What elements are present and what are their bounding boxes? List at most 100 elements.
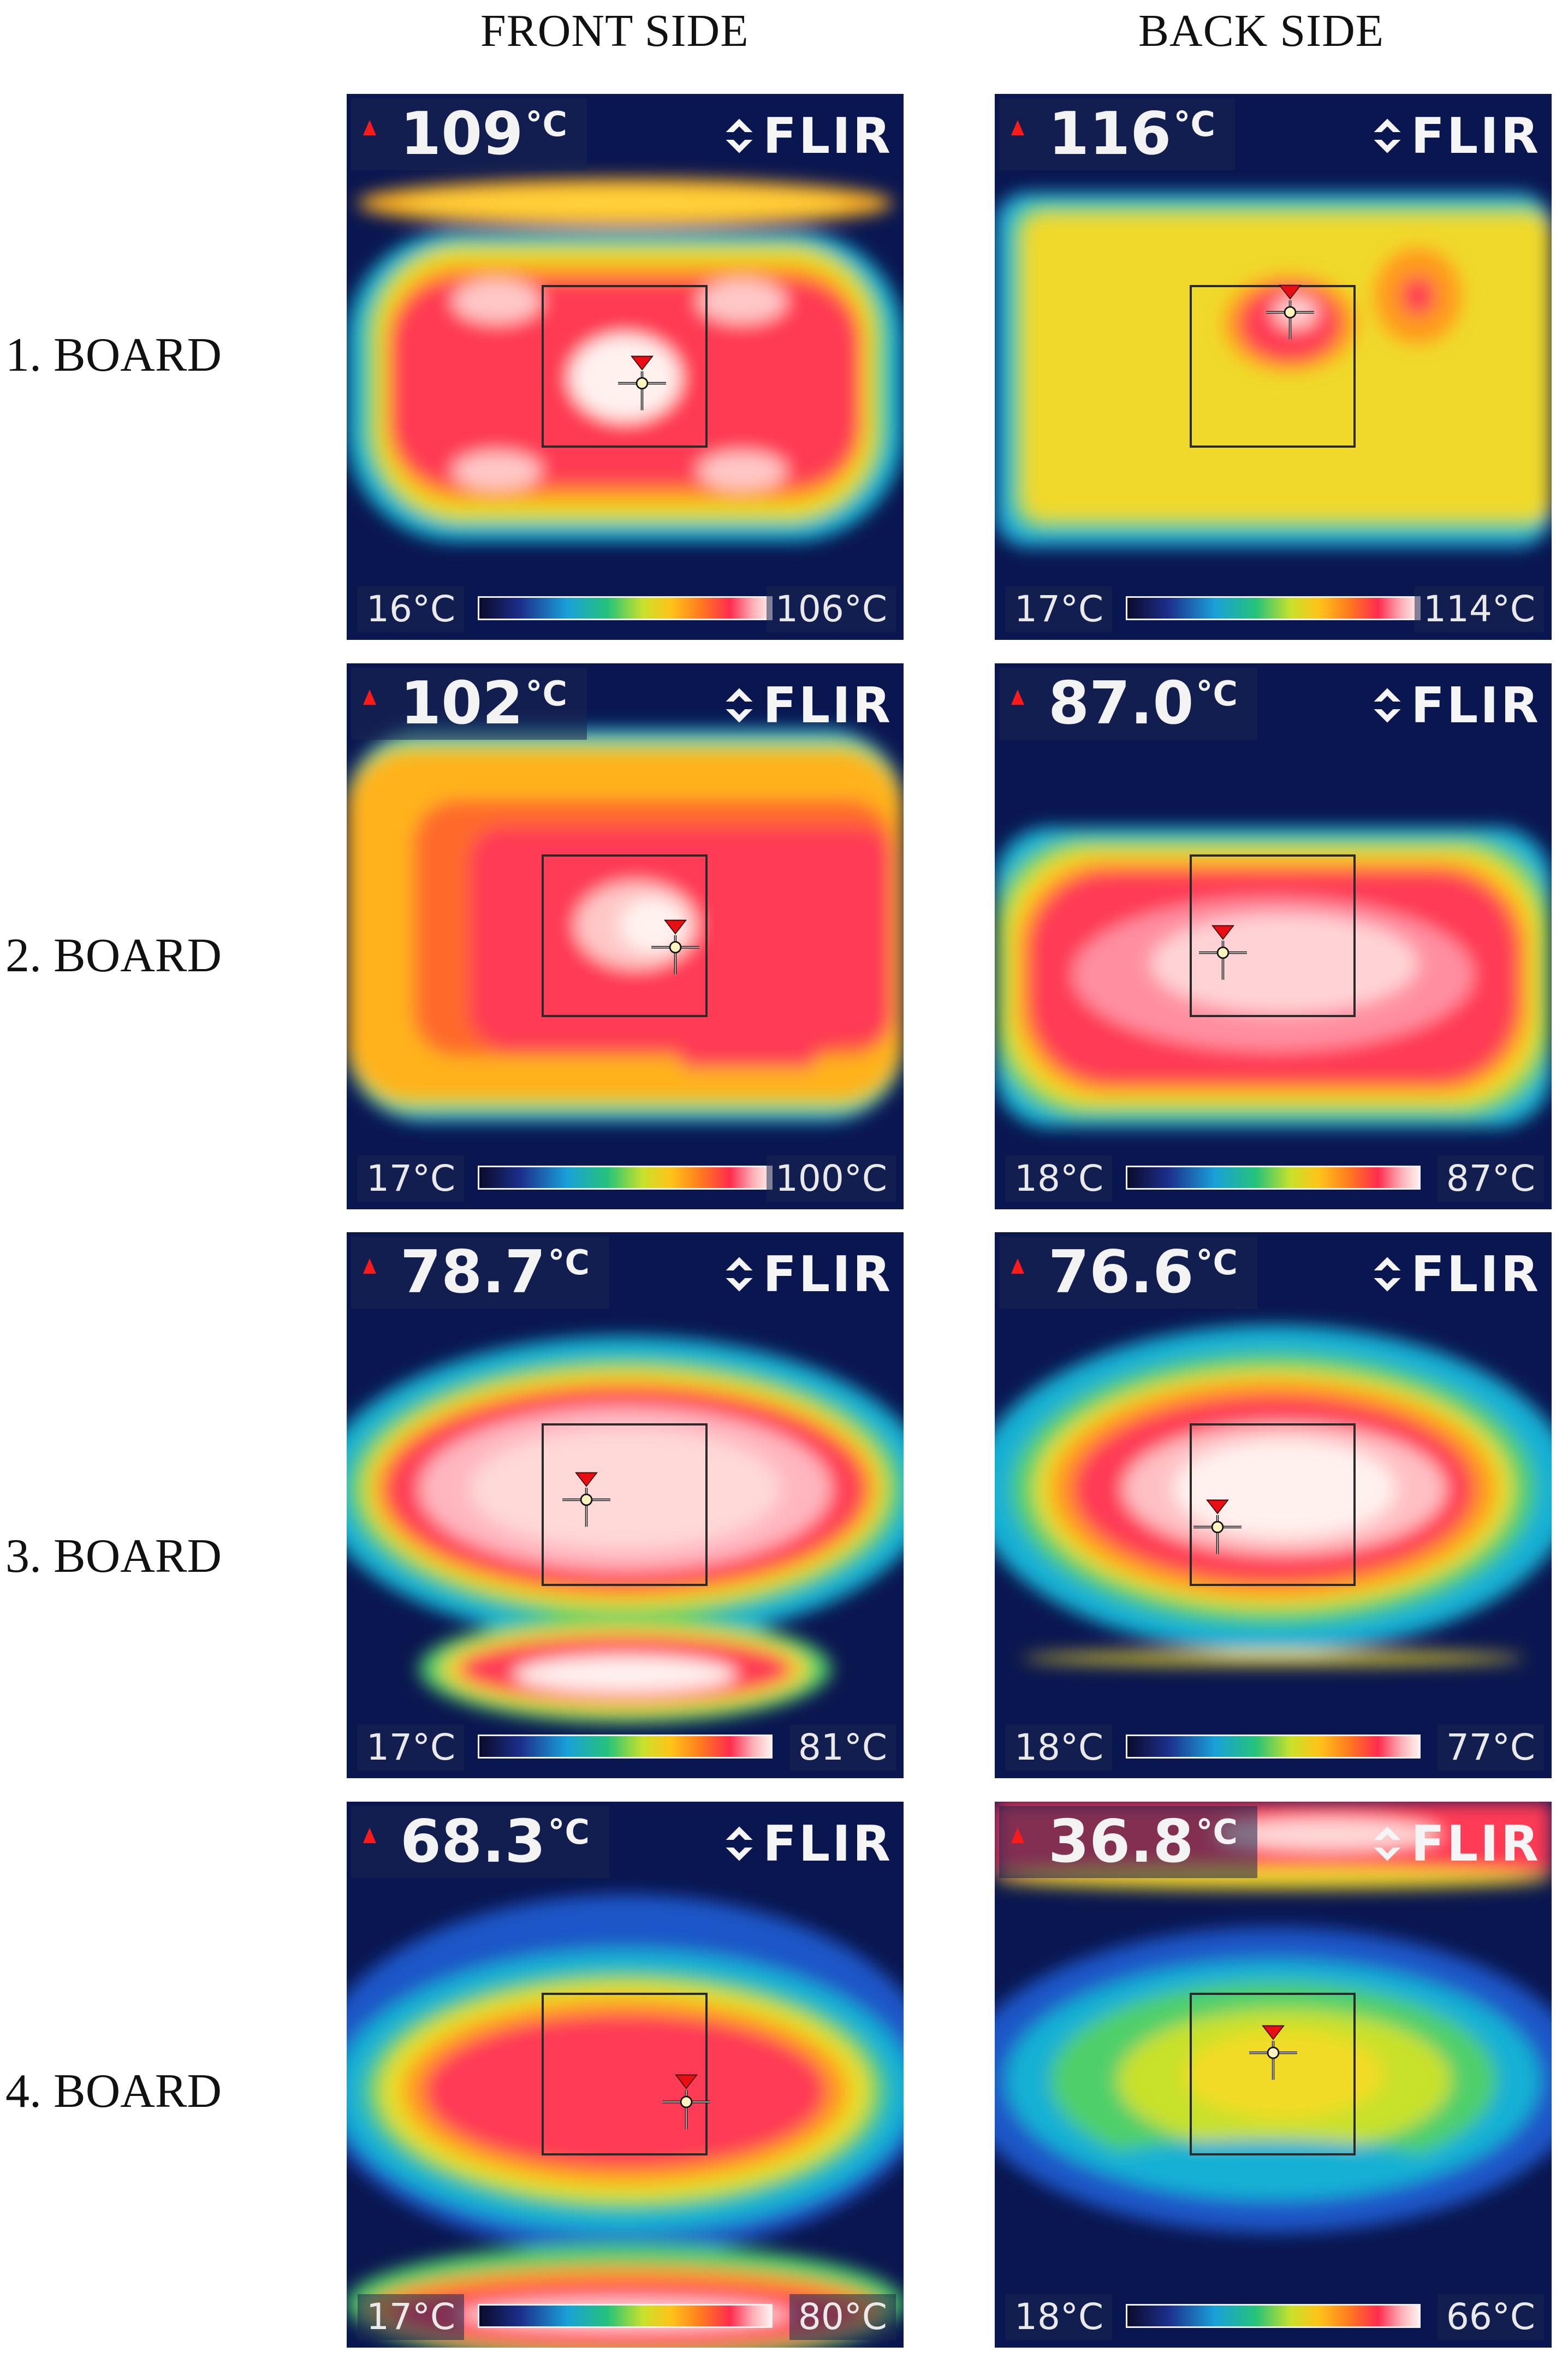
flir-logo-icon [726, 688, 753, 723]
temperature-scale: 16°C 106°C [347, 581, 904, 640]
front-side-header: FRONT SIDE [480, 5, 749, 56]
color-palette-bar [1126, 596, 1421, 620]
temperature-scale: 17°C 100°C [347, 1150, 904, 1209]
scale-min-label: 17°C [1006, 586, 1113, 632]
spot-temperature-readout: 116°C [999, 98, 1235, 170]
row-label-board-1: 1. BOARD [5, 329, 222, 382]
flir-logo-icon [1374, 688, 1401, 723]
spot-temperature-readout: 78.7°C [351, 1237, 609, 1309]
flir-logo: FLIR [720, 1244, 893, 1304]
spot-temperature-value: 78.7 [400, 1238, 546, 1306]
flir-brand-text: FLIR [763, 1815, 893, 1873]
measurement-area-box [1190, 1993, 1356, 2155]
scale-max-label: 87°C [1437, 1156, 1544, 1202]
spot-temperature-readout: 36.8°C [999, 1806, 1257, 1878]
flir-logo: FLIR [1368, 675, 1541, 735]
flame-icon [1011, 690, 1024, 705]
spot-temperature-readout: 68.3°C [351, 1806, 609, 1878]
scale-max-label: 77°C [1437, 1725, 1544, 1771]
temperature-unit: °C [525, 104, 567, 144]
flir-brand-text: FLIR [1411, 676, 1541, 734]
flir-logo-icon [726, 1257, 753, 1292]
measurement-area-box [542, 1423, 708, 1586]
spot-temperature-value: 102 [400, 669, 524, 738]
thermal-image-board-2-back: 87.0°C FLIR 18°C 87°C [995, 663, 1552, 1209]
flir-logo-icon [1374, 118, 1401, 153]
scale-min-label: 18°C [1006, 2294, 1113, 2340]
scale-min-label: 18°C [1006, 1156, 1113, 1202]
temperature-unit: °C [525, 674, 567, 714]
flir-brand-text: FLIR [1411, 1815, 1541, 1873]
scale-max-label: 80°C [789, 2294, 896, 2340]
flir-logo-icon [1374, 1826, 1401, 1861]
spot-temperature-value: 68.3 [400, 1808, 546, 1876]
scale-max-label: 66°C [1437, 2294, 1544, 2340]
scale-min-label: 16°C [358, 586, 465, 632]
temperature-unit: °C [1196, 1243, 1238, 1282]
flame-icon [363, 1828, 376, 1843]
crosshair-icon [651, 919, 699, 975]
temperature-scale: 18°C 87°C [995, 1150, 1552, 1209]
flir-logo-icon [1374, 1257, 1401, 1292]
color-palette-bar [478, 2304, 773, 2328]
flir-brand-text: FLIR [1411, 1245, 1541, 1303]
row-label-board-2: 2. BOARD [5, 929, 222, 982]
color-palette-bar [1126, 2304, 1421, 2328]
crosshair-icon [662, 2074, 711, 2129]
flir-logo-icon [726, 1826, 753, 1861]
temperature-scale: 17°C 81°C [347, 1719, 904, 1778]
crosshair-icon [1249, 2025, 1297, 2080]
thermal-heatmap [995, 94, 1552, 640]
thermal-image-board-4-front: 68.3°C FLIR 17°C 80°C [347, 1802, 904, 2348]
measurement-area-box [1190, 1423, 1356, 1586]
row-label-board-4: 4. BOARD [5, 2065, 222, 2118]
flir-logo: FLIR [1368, 106, 1541, 166]
thermal-image-board-3-front: 78.7°C FLIR 17°C 81°C [347, 1232, 904, 1778]
thermal-heatmap [347, 1232, 904, 1778]
row-label-board-3: 3. BOARD [5, 1530, 222, 1583]
measurement-area-box [1190, 285, 1356, 448]
flir-logo: FLIR [720, 675, 893, 735]
flir-logo-icon [726, 118, 753, 153]
scale-max-label: 106°C [766, 586, 896, 632]
color-palette-bar [478, 1735, 773, 1759]
flir-brand-text: FLIR [763, 107, 893, 165]
flir-brand-text: FLIR [763, 1245, 893, 1303]
spot-temperature-value: 109 [400, 100, 524, 168]
flame-icon [363, 690, 376, 705]
temperature-scale: 17°C 80°C [347, 2289, 904, 2348]
crosshair-icon [562, 1472, 610, 1527]
scale-min-label: 17°C [358, 1725, 465, 1771]
temperature-unit: °C [548, 1812, 590, 1852]
temperature-scale: 18°C 66°C [995, 2289, 1552, 2348]
flir-logo: FLIR [1368, 1814, 1541, 1874]
scale-min-label: 17°C [358, 2294, 465, 2340]
thermal-image-board-3-back: 76.6°C FLIR 18°C 77°C [995, 1232, 1552, 1778]
flame-icon [1011, 1258, 1024, 1274]
back-side-header: BACK SIDE [1138, 5, 1385, 56]
crosshair-icon [1199, 925, 1248, 980]
temperature-unit: °C [548, 1243, 590, 1282]
temperature-scale: 18°C 77°C [995, 1719, 1552, 1778]
spot-temperature-readout: 76.6°C [999, 1237, 1257, 1309]
crosshair-icon [617, 355, 666, 411]
spot-temperature-readout: 87.0°C [999, 668, 1257, 740]
flir-brand-text: FLIR [1411, 107, 1541, 165]
thermal-heatmap [347, 1802, 904, 2348]
thermal-image-board-1-back: 116°C FLIR 17°C 114°C [995, 94, 1552, 640]
thermal-image-board-2-front: 102°C FLIR 17°C 100°C [347, 663, 904, 1209]
flame-icon [1011, 120, 1024, 135]
flame-icon [363, 120, 376, 135]
scale-max-label: 81°C [789, 1725, 896, 1771]
thermal-image-board-4-back: 36.8°C FLIR 18°C 66°C [995, 1802, 1552, 2348]
flir-logo: FLIR [720, 1814, 893, 1874]
spot-temperature-readout: 102°C [351, 668, 587, 740]
spot-temperature-value: 116 [1048, 100, 1172, 168]
flir-logo: FLIR [720, 106, 893, 166]
scale-max-label: 114°C [1414, 586, 1544, 632]
crosshair-icon [1266, 284, 1314, 340]
scale-min-label: 17°C [358, 1156, 465, 1202]
color-palette-bar [478, 596, 773, 620]
color-palette-bar [1126, 1166, 1421, 1190]
spot-temperature-readout: 109°C [351, 98, 587, 170]
